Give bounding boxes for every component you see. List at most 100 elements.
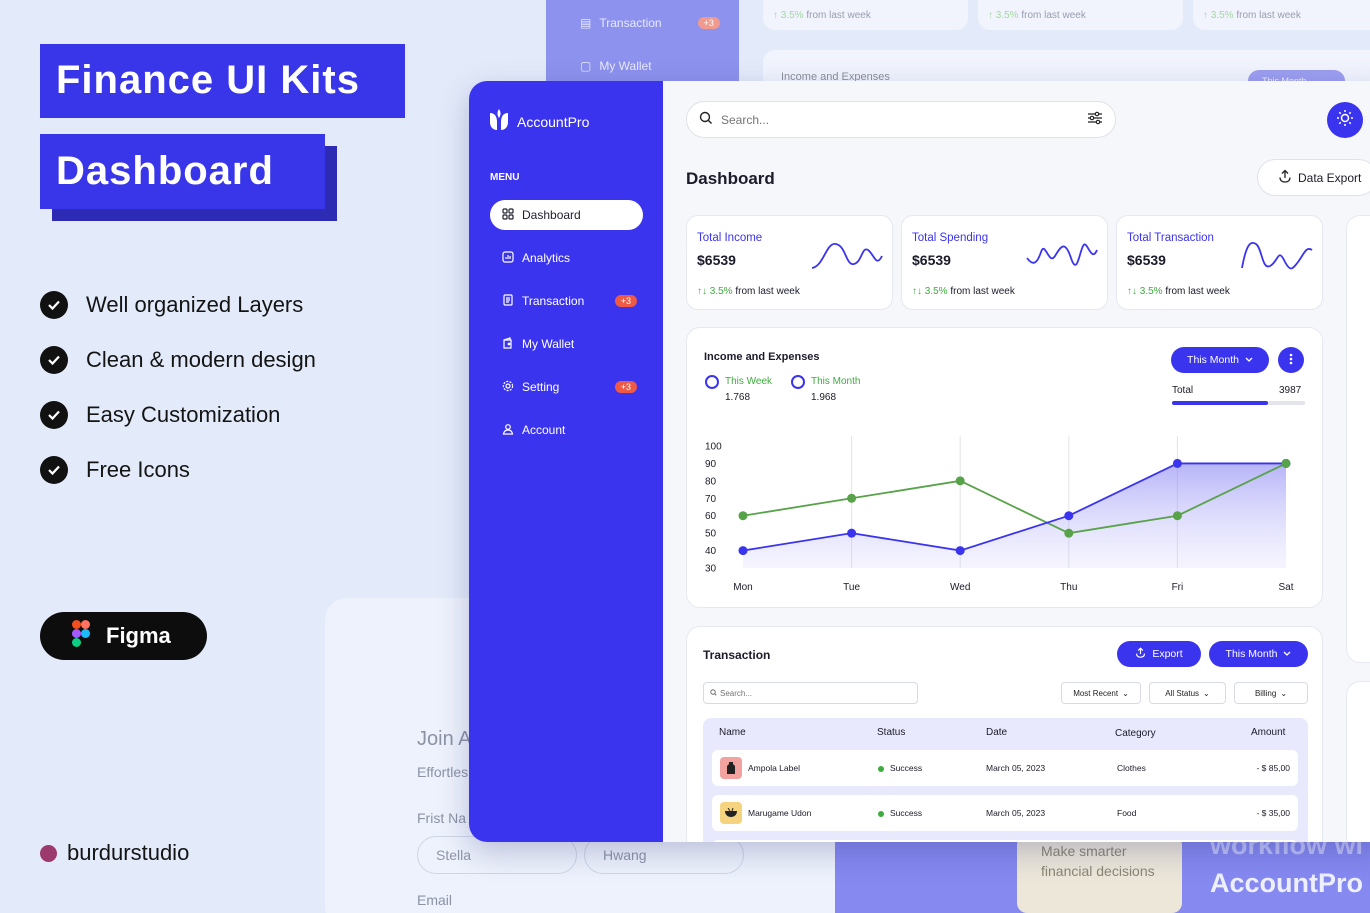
bg-form-subtitle: Effortles — [417, 764, 469, 780]
stat-card-spending[interactable]: Total Spending $6539 ↑↓ 3.5% from last w… — [901, 215, 1108, 310]
menu-heading: MENU — [490, 172, 520, 183]
notification-badge: +3 — [614, 295, 637, 307]
trend-up-icon: ↑↓ — [697, 286, 707, 297]
cell-category: Clothes — [1117, 763, 1146, 773]
sidebar-item-label: Setting — [522, 380, 560, 394]
sidebar-item-setting[interactable]: Setting +3 — [490, 372, 643, 402]
studio-credit: burdurstudio — [40, 840, 189, 866]
filter-billing[interactable]: Billing ⌄ — [1234, 682, 1308, 704]
legend-this-month[interactable]: This Month 1.968 — [791, 375, 860, 403]
sidebar-item-label: Analytics — [522, 251, 571, 265]
chevron-down-icon: ⌄ — [1122, 688, 1129, 698]
receipt-icon — [502, 293, 514, 309]
data-point — [955, 546, 965, 556]
legend-ring-icon — [791, 375, 805, 389]
sidebar-item-wallet[interactable]: My Wallet — [490, 329, 643, 359]
data-point — [1064, 511, 1074, 521]
data-point — [738, 511, 748, 521]
bg-stat-change: 3.5% — [1210, 10, 1234, 21]
transaction-search-input[interactable] — [720, 688, 900, 698]
status-dot-icon — [878, 810, 884, 817]
stat-sparkline — [811, 243, 883, 269]
brand-name: AccountPro — [517, 113, 590, 130]
chevron-down-icon — [1283, 648, 1291, 660]
hero-title-line1: Finance UI Kits — [40, 44, 405, 118]
table-row[interactable]: Marugame Udon Success March 05, 2023 Foo… — [712, 795, 1298, 831]
stat-label: Total Spending — [912, 232, 989, 244]
more-options-button[interactable] — [1278, 347, 1304, 373]
sidebar-item-account[interactable]: Account — [490, 415, 643, 445]
bg-sidebar-item-wallet: ▢ My Wallet — [580, 59, 652, 73]
studio-dot-icon — [40, 844, 57, 862]
bg-stat-change: 3.5% — [780, 10, 804, 21]
filter-sliders-icon[interactable] — [1087, 111, 1103, 128]
notification-badge: +3 — [614, 381, 637, 393]
sidebar-item-label: Transaction — [522, 294, 585, 308]
sidebar-item-transaction[interactable]: Transaction +3 — [490, 286, 643, 316]
stat-footer: ↑↓ 3.5% from last week — [1127, 286, 1230, 297]
search-bar[interactable] — [686, 101, 1116, 138]
figma-label: Figma — [106, 623, 171, 648]
cell-name: Marugame Udon — [748, 808, 812, 818]
chart-icon — [502, 250, 514, 266]
stat-value: $6539 — [697, 252, 736, 268]
transaction-search-box[interactable] — [703, 682, 918, 704]
data-point — [1172, 511, 1182, 521]
sidebar-item-label: Account — [522, 423, 566, 437]
legend-this-week[interactable]: This Week 1.768 — [705, 375, 772, 403]
chevron-down-icon — [1245, 354, 1253, 366]
data-export-label: Data Export — [1298, 170, 1362, 185]
bg-stat-card: ↑ 3.5% from last week — [1193, 0, 1370, 30]
feature-label: Clean & modern design — [86, 347, 316, 372]
stat-card-transaction[interactable]: Total Transaction $6539 ↑↓ 3.5% from las… — [1116, 215, 1323, 310]
legend-ring-icon — [705, 375, 719, 389]
x-tick-label: Wed — [950, 582, 970, 593]
receipt-icon: ▤ — [580, 16, 592, 30]
y-tick-label: 30 — [705, 564, 717, 575]
chevron-down-icon: ⌄ — [1203, 688, 1210, 698]
filter-status[interactable]: All Status ⌄ — [1149, 682, 1226, 704]
food-bowl-icon — [720, 802, 742, 824]
stat-label: Total Income — [697, 232, 763, 244]
trend-up-icon: ↑↓ — [912, 286, 922, 297]
data-export-button[interactable]: Data Export — [1257, 159, 1370, 196]
search-input[interactable] — [721, 112, 1079, 127]
y-tick-label: 60 — [705, 511, 717, 522]
check-icon — [40, 401, 68, 429]
bg-promo-note: Make smarter financial decisions — [1017, 835, 1182, 913]
bg-stat-note: from last week — [1236, 10, 1301, 21]
total-progress-track — [1172, 401, 1305, 405]
feature-label: Free Icons — [86, 457, 190, 482]
legend-value: 1.968 — [811, 392, 837, 403]
sidebar-item-label: My Wallet — [522, 337, 575, 351]
transaction-month-dropdown[interactable]: This Month — [1209, 641, 1308, 667]
table-row[interactable] — [712, 840, 1298, 842]
sidebar-item-analytics[interactable]: Analytics — [490, 243, 643, 273]
transaction-export-button[interactable]: Export — [1117, 641, 1201, 667]
x-tick-label: Thu — [1060, 582, 1077, 593]
right-side-panel — [1346, 681, 1370, 842]
sidebar-item-dashboard[interactable]: Dashboard — [490, 200, 643, 230]
filter-label: Billing — [1254, 688, 1277, 698]
figma-badge[interactable]: Figma — [40, 612, 207, 660]
series-line — [742, 462, 1286, 552]
stat-card-income[interactable]: Total Income $6539 ↑↓ 3.5% from last wee… — [686, 215, 893, 310]
feature-item: Clean & modern design — [40, 346, 316, 374]
cell-date: March 05, 2023 — [986, 763, 1046, 773]
hero-title-line2: Dashboard — [40, 134, 325, 209]
stat-footer: ↑↓ 3.5% from last week — [697, 286, 800, 297]
table-row[interactable]: Ampola Label Success March 05, 2023 Clot… — [712, 750, 1298, 786]
brand-logo[interactable]: AccountPro — [489, 109, 589, 134]
filter-most-recent[interactable]: Most Recent ⌄ — [1061, 682, 1141, 704]
gear-icon — [502, 380, 514, 395]
total-label: Total — [1172, 385, 1194, 396]
theme-toggle-button[interactable] — [1327, 102, 1363, 138]
x-tick-label: Mon — [733, 582, 752, 593]
feature-label: Easy Customization — [86, 402, 281, 427]
bg-sidebar-label: Transaction — [599, 16, 662, 30]
bg-email-label: Email — [417, 892, 453, 908]
column-header-amount: Amount — [1251, 727, 1286, 738]
month-dropdown-button[interactable]: This Month — [1171, 347, 1269, 373]
cell-amount: - $ 35,00 — [1256, 808, 1290, 818]
y-tick-label: 80 — [705, 476, 717, 487]
